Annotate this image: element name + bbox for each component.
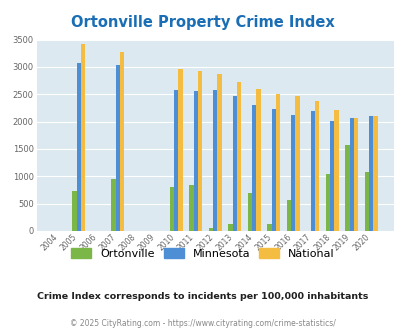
Bar: [247, 193, 252, 231]
Bar: [271, 109, 275, 231]
Bar: [81, 44, 85, 231]
Bar: [333, 110, 338, 231]
Text: Ortonville Property Crime Index: Ortonville Property Crime Index: [71, 15, 334, 30]
Bar: [256, 89, 260, 231]
Bar: [115, 65, 119, 231]
Bar: [236, 82, 241, 231]
Bar: [228, 224, 232, 231]
Bar: [169, 187, 174, 231]
Bar: [310, 111, 314, 231]
Bar: [197, 71, 202, 231]
Bar: [266, 224, 271, 231]
Text: © 2025 CityRating.com - https://www.cityrating.com/crime-statistics/: © 2025 CityRating.com - https://www.city…: [70, 319, 335, 328]
Legend: Ortonville, Minnesota, National: Ortonville, Minnesota, National: [67, 244, 338, 263]
Bar: [364, 172, 368, 231]
Bar: [111, 179, 115, 231]
Bar: [178, 69, 182, 231]
Bar: [232, 96, 236, 231]
Bar: [353, 118, 357, 231]
Bar: [294, 96, 299, 231]
Bar: [193, 91, 197, 231]
Bar: [189, 184, 193, 231]
Bar: [119, 52, 124, 231]
Bar: [208, 228, 213, 231]
Bar: [77, 63, 81, 231]
Bar: [368, 116, 372, 231]
Bar: [275, 94, 279, 231]
Bar: [325, 174, 329, 231]
Bar: [372, 116, 377, 231]
Bar: [286, 200, 290, 231]
Bar: [72, 190, 77, 231]
Bar: [252, 105, 256, 231]
Bar: [314, 101, 318, 231]
Text: Crime Index corresponds to incidents per 100,000 inhabitants: Crime Index corresponds to incidents per…: [37, 292, 368, 301]
Bar: [329, 121, 333, 231]
Bar: [290, 115, 294, 231]
Bar: [174, 90, 178, 231]
Bar: [217, 74, 221, 231]
Bar: [213, 90, 217, 231]
Bar: [349, 118, 353, 231]
Bar: [344, 145, 349, 231]
